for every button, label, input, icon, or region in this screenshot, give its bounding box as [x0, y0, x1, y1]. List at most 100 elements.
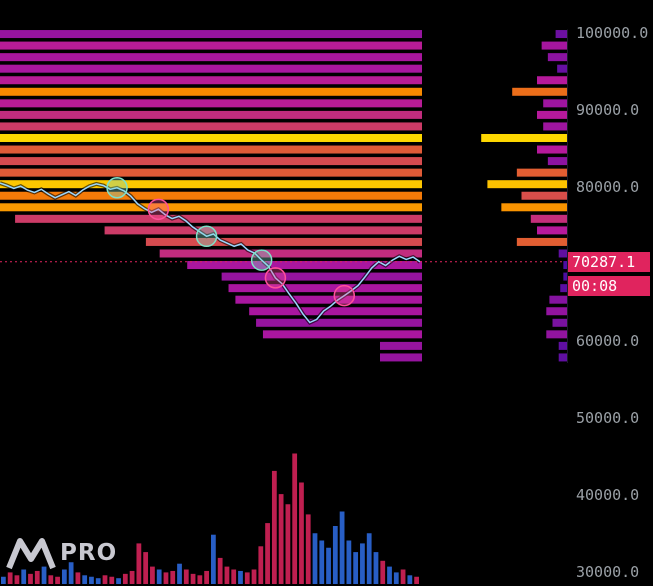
price-line-path — [0, 182, 421, 324]
y-tick-label-1: 90000.0 — [576, 101, 639, 119]
volume-bar-43 — [292, 453, 298, 584]
profile-bar-11 — [547, 157, 568, 166]
volume-bar-44 — [299, 482, 304, 584]
profile-bar-6 — [543, 99, 568, 108]
profile-bar-19 — [558, 249, 568, 258]
profile-bar-16 — [530, 214, 568, 223]
volume-bar-55 — [373, 552, 379, 584]
volume-bar-45 — [305, 514, 311, 584]
liquidation-profile — [481, 29, 568, 363]
volume-bar-50 — [339, 511, 345, 584]
volume-bar-3 — [21, 569, 27, 584]
volume-bar-25 — [170, 570, 176, 584]
heatmap-band-7 — [0, 110, 422, 119]
volume-bar-46 — [312, 533, 318, 584]
profile-bar-12 — [516, 168, 568, 177]
profile-bar-3 — [557, 64, 568, 73]
volume-bar-11 — [75, 572, 81, 584]
heatmap-band-1 — [0, 41, 422, 50]
volume-bar-20 — [136, 543, 142, 584]
volume-bar-59 — [400, 569, 406, 584]
volume-bar-10 — [68, 562, 74, 584]
volume-bar-54 — [366, 533, 372, 584]
volume-bar-56 — [380, 560, 386, 584]
heatmap-band-5 — [0, 87, 422, 96]
event-marker-1 — [147, 198, 170, 221]
price-line — [0, 181, 568, 325]
volume-bar-26 — [177, 563, 182, 584]
heatmap-band-17 — [104, 226, 423, 235]
volume-bar-35 — [238, 570, 243, 584]
profile-bar-23 — [549, 295, 568, 304]
heatmap-band-15 — [0, 203, 422, 212]
event-marker-2 — [195, 225, 218, 248]
heatmap-band-14 — [0, 191, 422, 200]
profile-bar-15 — [501, 203, 568, 212]
y-tick-label-2: 80000.0 — [576, 178, 639, 196]
profile-bar-28 — [558, 353, 568, 362]
heatmap-band-24 — [249, 307, 422, 316]
heatmap-band-20 — [187, 261, 422, 270]
heatmap-band-12 — [0, 168, 422, 177]
profile-bar-4 — [537, 76, 568, 85]
heatmap-band-4 — [0, 76, 422, 85]
volume-bar-32 — [217, 557, 223, 584]
volume-bar-9 — [61, 569, 67, 584]
volume-bar-58 — [393, 572, 399, 584]
profile-bar-25 — [552, 318, 568, 327]
volume-bar-36 — [244, 572, 250, 584]
event-marker-3 — [250, 249, 273, 271]
heatmap-band-21 — [221, 272, 422, 281]
volume-bar-38 — [258, 546, 264, 584]
volume-bar-4 — [28, 573, 33, 584]
heatmap-band-27 — [380, 341, 422, 350]
y-tick-label-0: 100000.0 — [576, 24, 648, 42]
heatmap-band-18 — [145, 237, 422, 246]
volume-bar-61 — [414, 576, 419, 584]
volume-bar-48 — [326, 547, 331, 584]
event-markers — [106, 177, 356, 307]
profile-bar-0 — [555, 30, 568, 39]
volume-bar-13 — [89, 576, 94, 584]
volume-bar-14 — [95, 578, 101, 584]
volume-bar-40 — [271, 470, 277, 584]
volume-bar-60 — [407, 575, 413, 584]
profile-bar-26 — [546, 330, 568, 339]
volume-bar-41 — [278, 494, 284, 584]
volume-bar-2 — [14, 575, 20, 584]
heatmap-band-9 — [0, 133, 422, 142]
volume-bar-52 — [353, 552, 359, 584]
y-tick-label-4: 60000.0 — [576, 332, 639, 350]
volume-bar-27 — [183, 569, 189, 584]
volume-bar-37 — [251, 569, 257, 584]
volume-bar-15 — [102, 575, 108, 584]
m-logo-icon — [6, 538, 56, 570]
heatmap-band-0 — [0, 30, 422, 39]
y-tick-label-5: 50000.0 — [576, 409, 639, 427]
heatmap-bands — [0, 30, 423, 362]
heatmap-band-2 — [0, 53, 422, 62]
volume-bar-29 — [197, 575, 203, 584]
volume-bar-21 — [143, 552, 149, 584]
volume-bar-19 — [129, 570, 135, 584]
profile-bar-17 — [537, 226, 568, 235]
heatmap-band-13 — [0, 180, 422, 189]
profile-bar-5 — [512, 87, 568, 96]
profile-bar-9 — [481, 133, 568, 142]
volume-bar-18 — [122, 573, 128, 584]
volume-bar-8 — [55, 576, 60, 584]
volume-bar-6 — [41, 566, 47, 584]
volume-bar-33 — [224, 566, 230, 584]
heatmap-band-11 — [0, 157, 422, 166]
volume-bar-24 — [163, 572, 169, 584]
profile-bar-20 — [563, 261, 568, 270]
heatmap-band-3 — [0, 64, 422, 73]
volume-bar-16 — [109, 576, 115, 584]
y-tick-label-7: 30000.0 — [576, 563, 639, 581]
profile-bar-7 — [537, 110, 568, 119]
volume-bar-5 — [34, 570, 40, 584]
heatmap-band-28 — [380, 353, 422, 362]
volume-bar-51 — [346, 540, 352, 584]
volume-bar-34 — [231, 569, 237, 584]
profile-bar-27 — [558, 341, 568, 350]
